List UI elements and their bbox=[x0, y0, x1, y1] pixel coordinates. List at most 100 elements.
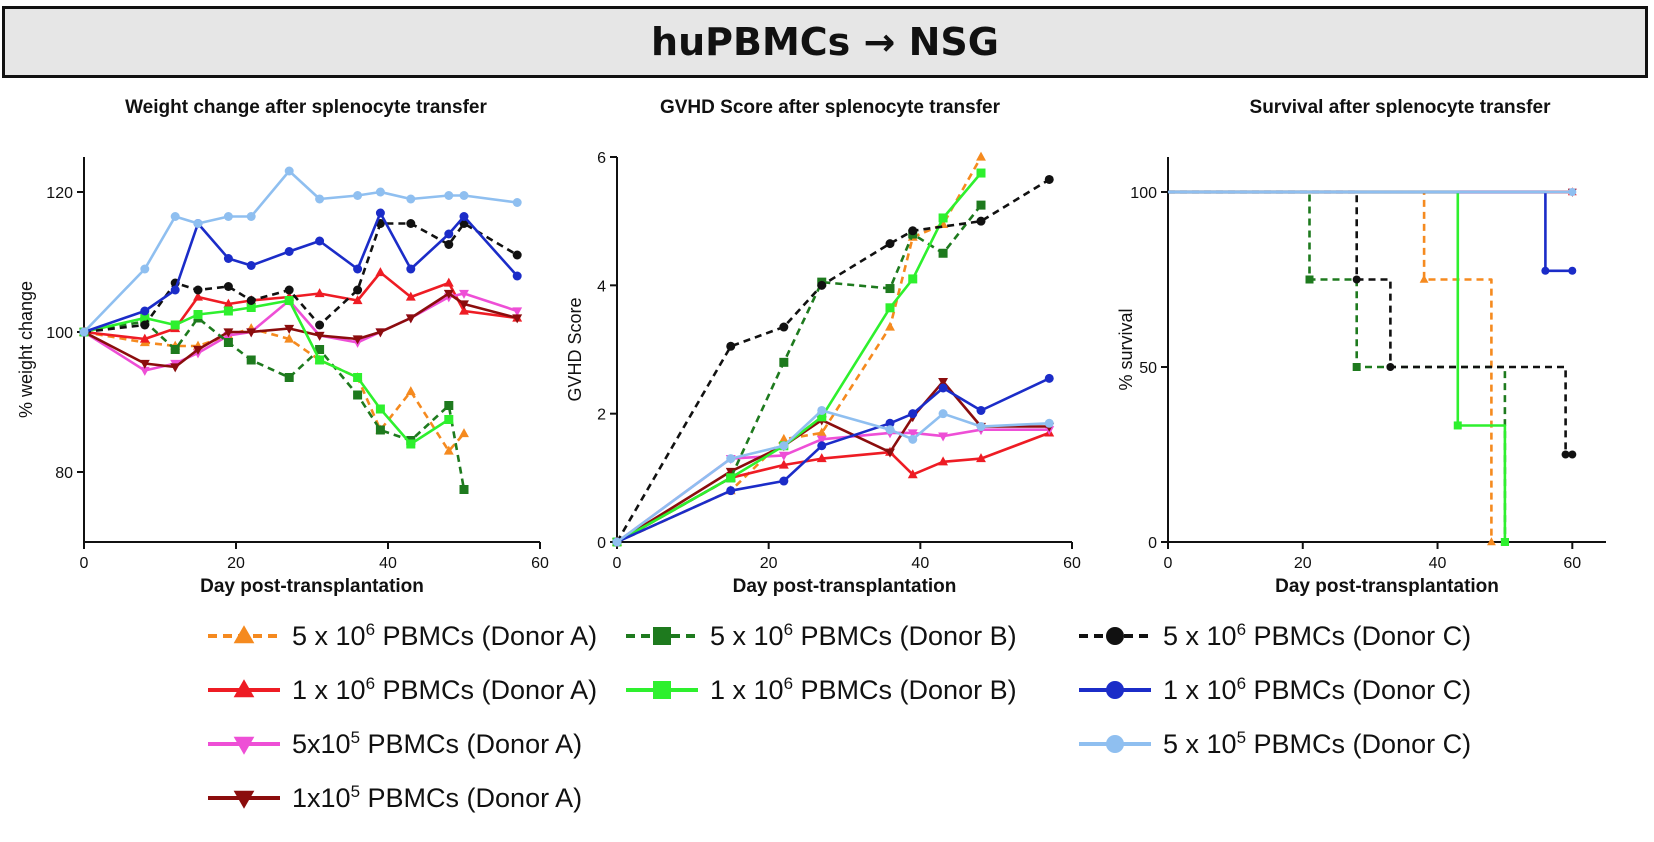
weight-point-B5e6 bbox=[444, 401, 454, 410]
survival-point-C5e6 bbox=[1386, 363, 1395, 371]
weight-point-B1e6 bbox=[353, 373, 363, 382]
weight-point-B1e6 bbox=[223, 306, 233, 316]
gvhd-point-C5e5 bbox=[976, 422, 986, 431]
gvhd-point-B5e6 bbox=[938, 248, 948, 258]
weight-point-C5e5 bbox=[246, 212, 256, 221]
gvhd-point-B1e6 bbox=[726, 473, 736, 483]
weight-point-C5e5 bbox=[444, 191, 454, 200]
weight-point-A5e6 bbox=[459, 428, 469, 438]
weight-point-C1e6 bbox=[512, 271, 522, 281]
gvhd-point-C5e6 bbox=[885, 239, 895, 249]
gvhd-point-C5e6 bbox=[817, 280, 827, 290]
weight-point-A5e6 bbox=[284, 333, 295, 343]
weight-point-A1e6 bbox=[352, 295, 363, 305]
weight-point-C5e5 bbox=[353, 191, 363, 200]
gvhd-point-B5e6 bbox=[976, 200, 986, 210]
weight-point-C5e6 bbox=[459, 219, 469, 228]
gvhd-point-B5e6 bbox=[885, 284, 895, 294]
gvhd-point-B1e6 bbox=[817, 412, 827, 422]
gvhd-point-C5e6 bbox=[726, 341, 736, 351]
weight-y-label: % weight change bbox=[16, 281, 36, 418]
weight-point-A1e5 bbox=[139, 359, 150, 369]
weight-point-C5e6 bbox=[140, 320, 150, 330]
weight-point-C5e5 bbox=[223, 212, 233, 221]
gvhd-point-C5e6 bbox=[1044, 174, 1054, 184]
weight-point-B1e6 bbox=[193, 310, 203, 319]
gvhd-y-tick-label: 4 bbox=[597, 278, 606, 295]
gvhd-point-A1e5 bbox=[885, 448, 895, 458]
survival-point-C5e6 bbox=[1561, 450, 1570, 459]
gvhd-point-C5e6 bbox=[779, 322, 789, 332]
survival-point-C1e6 bbox=[1568, 266, 1577, 275]
weight-series-line-B5e6 bbox=[83, 316, 466, 490]
gvhd-x-tick-label: 60 bbox=[1063, 555, 1081, 572]
gvhd-series-line-B5e6 bbox=[616, 204, 983, 544]
weight-point-C1e6 bbox=[353, 264, 363, 274]
weight-point-C5e6 bbox=[223, 282, 233, 291]
survival-series-line-C1e6 bbox=[1168, 190, 1573, 273]
gvhd-point-A1e6 bbox=[938, 456, 949, 466]
weight-point-C5e5 bbox=[170, 212, 180, 221]
weight-point-C1e6 bbox=[444, 229, 454, 239]
weight-x-label: Day post-transplantation bbox=[200, 576, 424, 597]
gvhd-point-A5e5 bbox=[907, 429, 918, 439]
weight-point-A1e5 bbox=[375, 328, 386, 338]
weight-point-B1e6 bbox=[284, 296, 294, 305]
survival-point-A5e6 bbox=[1419, 274, 1429, 283]
weight-x-tick-label: 60 bbox=[531, 555, 549, 572]
weight-point-A1e6 bbox=[459, 305, 469, 315]
weight-point-A1e6 bbox=[443, 277, 454, 287]
weight-point-C1e6 bbox=[459, 212, 469, 221]
weight-point-C5e5 bbox=[315, 194, 325, 204]
weight-point-B1e6 bbox=[170, 320, 180, 330]
survival-point-C5e6 bbox=[1352, 275, 1361, 284]
weight-point-A5e5 bbox=[139, 366, 150, 376]
gvhd-point-B1e6 bbox=[885, 303, 895, 313]
weight-point-A1e5 bbox=[459, 300, 469, 310]
gvhd-point-A1e5 bbox=[938, 377, 949, 387]
survival-point-B5e6 bbox=[1305, 275, 1314, 284]
weight-series-line-B1e6 bbox=[83, 299, 450, 446]
weight-x-tick-label: 40 bbox=[379, 555, 397, 572]
weight-point-C5e6 bbox=[406, 219, 416, 228]
weight-point-C5e5 bbox=[284, 166, 294, 176]
weight-point-A1e5 bbox=[512, 314, 523, 324]
weight-point-B5e6 bbox=[353, 390, 363, 400]
gvhd-point-A5e5 bbox=[938, 432, 949, 442]
gvhd-point-C1e6 bbox=[938, 383, 948, 393]
weight-point-C1e6 bbox=[375, 208, 385, 218]
weight-point-C5e5 bbox=[375, 187, 385, 197]
survival-y-tick-label: 0 bbox=[1148, 535, 1157, 552]
gvhd-point-A1e6 bbox=[816, 453, 827, 463]
banner-title: huPBMCs → NSG bbox=[651, 20, 999, 64]
weight-point-C5e5 bbox=[193, 219, 203, 228]
weight-point-A1e5 bbox=[223, 328, 234, 338]
gvhd-x-label: Day post-transplantation bbox=[733, 576, 957, 597]
gvhd-point-A5e6 bbox=[976, 151, 986, 161]
weight-point-A1e6 bbox=[223, 298, 234, 308]
weight-point-C5e6 bbox=[284, 285, 294, 295]
weight-point-A1e5 bbox=[314, 331, 325, 341]
gvhd-point-B5e6 bbox=[779, 357, 789, 367]
gvhd-point-B1e6 bbox=[908, 274, 918, 284]
weight-point-C1e6 bbox=[406, 264, 416, 274]
gvhd-point-C1e6 bbox=[885, 418, 895, 428]
weight-point-A1e6 bbox=[314, 288, 325, 298]
gvhd-point-C5e5 bbox=[938, 409, 948, 419]
weight-point-A1e6 bbox=[375, 267, 386, 277]
weight-point-C5e5 bbox=[406, 194, 416, 204]
gvhd-point-C5e5 bbox=[779, 441, 789, 451]
gvhd-point-C5e6 bbox=[908, 226, 918, 236]
gvhd-point-C1e6 bbox=[817, 441, 827, 451]
survival-point-B5e6 bbox=[1352, 363, 1361, 371]
gvhd-series-line-A1e6 bbox=[616, 431, 1050, 544]
gvhd-point-A1e6 bbox=[907, 469, 918, 479]
gvhd-y-tick-label: 2 bbox=[597, 407, 606, 424]
gvhd-x-tick-label: 40 bbox=[911, 555, 929, 572]
survival-chart-title: Survival after splenocyte transfer bbox=[1249, 97, 1551, 118]
weight-point-A1e5 bbox=[193, 345, 203, 355]
gvhd-point-C5e6 bbox=[976, 216, 986, 226]
weight-point-A5e6 bbox=[443, 445, 454, 455]
gvhd-point-A5e6 bbox=[816, 427, 827, 437]
weight-point-C5e6 bbox=[246, 296, 256, 305]
